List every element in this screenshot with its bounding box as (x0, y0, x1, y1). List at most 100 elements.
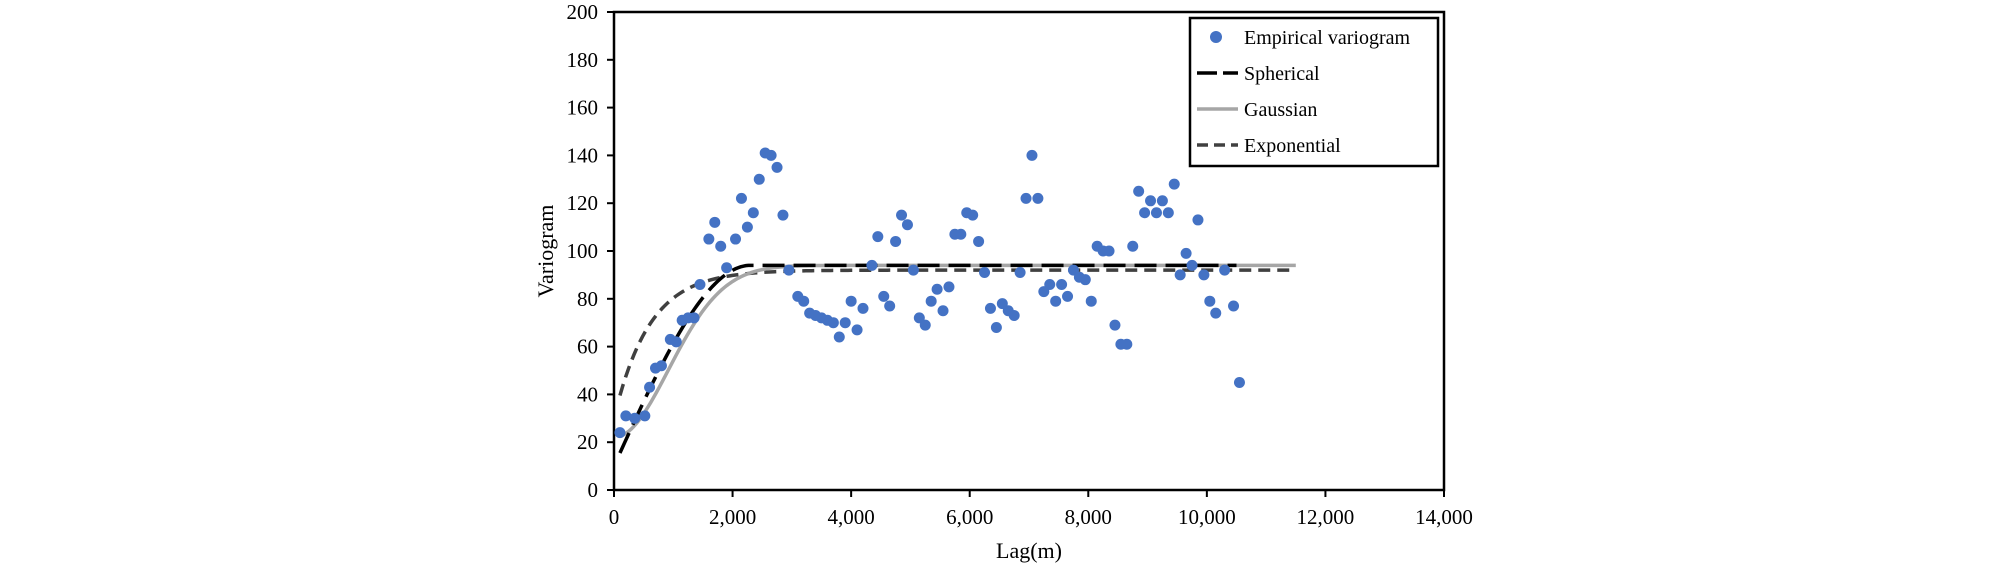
variogram-point (741, 221, 753, 233)
legend-label-empirical: Empirical variogram (1244, 27, 1410, 49)
variogram-point (1150, 207, 1162, 219)
empirical-points (614, 147, 1245, 439)
variogram-point (833, 331, 845, 343)
model-curves (618, 263, 1296, 454)
variogram-point (753, 173, 765, 185)
x-tick-label: 14,000 (1415, 505, 1473, 529)
y-tick-label: 100 (567, 239, 599, 263)
x-tick-label: 8,000 (1065, 505, 1112, 529)
y-tick-label: 140 (567, 143, 599, 167)
variogram-point (979, 267, 991, 279)
variogram-point (890, 235, 902, 247)
variogram-point (1145, 195, 1157, 207)
variogram-point (943, 281, 955, 293)
variogram-point (839, 317, 851, 329)
variogram-point (1085, 295, 1097, 307)
variogram-point (1103, 245, 1115, 257)
variogram-point (851, 324, 863, 336)
variogram-point (709, 216, 721, 228)
x-tick-label: 2,000 (709, 505, 756, 529)
variogram-point (798, 295, 810, 307)
variogram-point (901, 219, 913, 231)
spherical-model-line (618, 263, 1237, 454)
variogram-point (990, 321, 1002, 333)
variogram-point (1198, 269, 1210, 281)
x-axis-title: Lag(m) (996, 538, 1062, 563)
variogram-point (1050, 295, 1062, 307)
variogram-point (955, 228, 967, 240)
y-tick-label: 180 (567, 48, 599, 72)
variogram-point (1180, 247, 1192, 259)
y-axis: 0 20 40 60 80 100 120 140 160 180 200 (567, 0, 614, 502)
variogram-point (1121, 338, 1133, 350)
legend-label-gaussian: Gaussian (1244, 99, 1317, 121)
variogram-point (1044, 278, 1056, 290)
y-tick-label: 0 (588, 478, 599, 502)
legend-marker-empirical (1210, 31, 1222, 43)
variogram-point (1219, 264, 1231, 276)
variogram-point (655, 360, 667, 372)
variogram-point (771, 161, 783, 173)
legend-label-spherical: Spherical (1244, 63, 1320, 85)
variogram-point (896, 209, 908, 221)
variogram-point (620, 410, 632, 422)
x-axis: 0 2,000 4,000 6,000 8,000 10,000 12,000 14,000 (609, 490, 1473, 529)
variogram-point (629, 412, 641, 424)
variogram-point (1168, 178, 1180, 190)
variogram-point (644, 381, 656, 393)
variogram-point (984, 302, 996, 314)
variogram-point (866, 259, 878, 271)
variogram-point (1008, 310, 1020, 322)
variogram-point (688, 312, 700, 324)
variogram-point (777, 209, 789, 221)
variogram-point (1156, 195, 1168, 207)
x-tick-label: 12,000 (1297, 505, 1355, 529)
y-tick-label: 200 (567, 0, 599, 24)
variogram-point (1228, 300, 1240, 312)
variogram-point (1026, 149, 1038, 161)
y-axis-title: Variogram (533, 205, 558, 298)
variogram-point (1020, 192, 1032, 204)
variogram-point (1109, 319, 1121, 331)
x-tick-label: 10,000 (1178, 505, 1236, 529)
variogram-point (907, 264, 919, 276)
variogram-point (857, 302, 869, 314)
legend-label-exponential: Exponential (1244, 135, 1341, 157)
variogram-point (1139, 207, 1151, 219)
variogram-point (1204, 295, 1216, 307)
variogram-point (715, 240, 727, 252)
variogram-point (730, 233, 742, 245)
y-tick-label: 80 (577, 287, 598, 311)
variogram-point (1032, 192, 1044, 204)
variogram-point (747, 207, 759, 219)
y-tick-label: 20 (577, 430, 598, 454)
variogram-point (614, 427, 626, 439)
variogram-point (639, 410, 651, 422)
variogram-point (670, 336, 682, 348)
variogram-point (1192, 214, 1204, 226)
variogram-point (872, 231, 884, 243)
variogram-point (878, 290, 890, 302)
variogram-point (931, 283, 943, 295)
variogram-point (735, 192, 747, 204)
x-tick-label: 0 (609, 505, 620, 529)
variogram-point (1079, 274, 1091, 286)
variogram-point (1233, 376, 1245, 388)
variogram-point (721, 262, 733, 274)
y-tick-label: 40 (577, 382, 598, 406)
y-tick-label: 60 (577, 335, 598, 359)
variogram-point (1014, 267, 1026, 279)
variogram-point (1062, 290, 1074, 302)
legend: Empirical variogram Spherical Gaussian E… (1188, 16, 1440, 168)
exponential-model-line (618, 268, 1296, 397)
variogram-point (1210, 307, 1222, 319)
variogram-point (783, 264, 795, 276)
variogram-point (919, 319, 931, 331)
variogram-point (884, 300, 896, 312)
variogram-point (967, 209, 979, 221)
variogram-point (827, 317, 839, 329)
variogram-point (703, 233, 715, 245)
variogram-point (925, 295, 937, 307)
variogram-point (973, 235, 985, 247)
